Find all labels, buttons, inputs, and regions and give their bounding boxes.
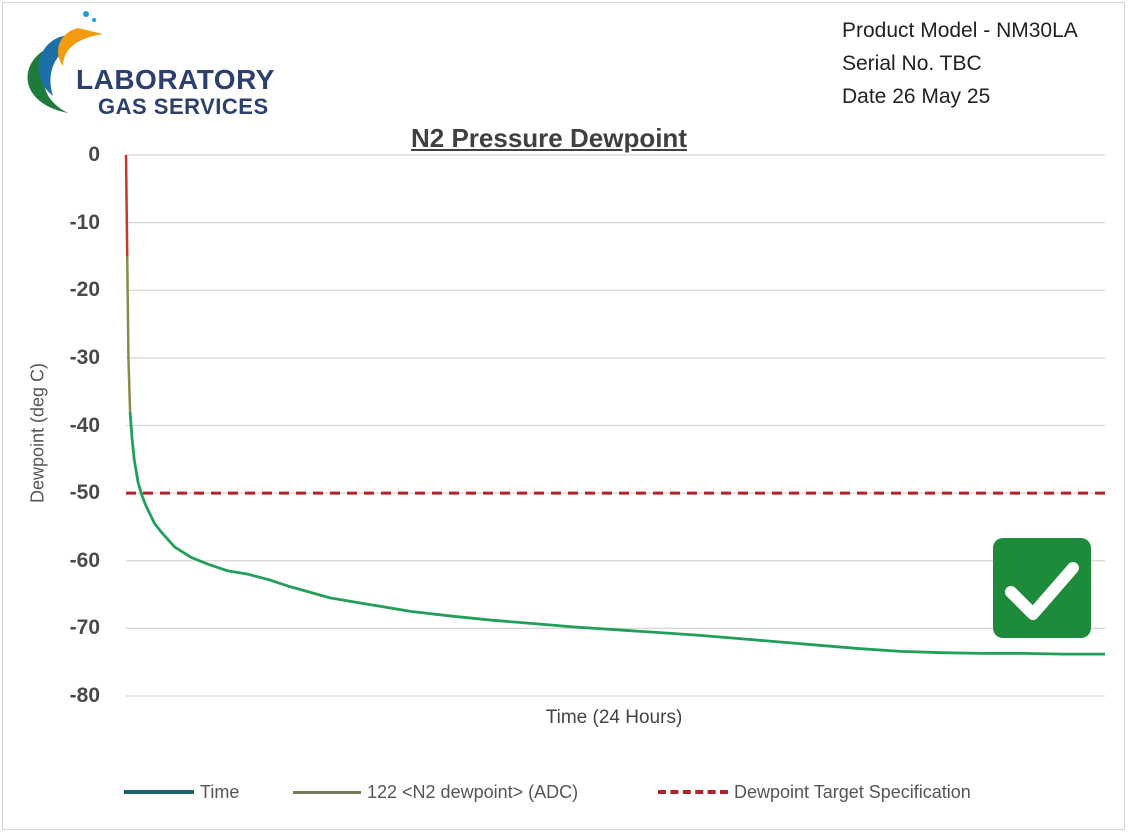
- y-tick-label: 0: [88, 143, 100, 166]
- legend-item-target: Dewpoint Target Specification: [658, 780, 971, 804]
- x-axis-label: Time (24 Hours): [545, 707, 683, 728]
- legend-item-adc: 122 <N2 dewpoint> (ADC): [293, 780, 578, 804]
- legend-label-target: Dewpoint Target Specification: [734, 781, 971, 802]
- y-tick-label: -10: [69, 210, 100, 234]
- y-tick-label: -70: [69, 616, 100, 640]
- legend-label-time: Time: [200, 781, 240, 802]
- test-date: Date 26 May 25: [842, 85, 991, 108]
- legend-swatch-adc: [293, 790, 361, 794]
- y-tick-label: -40: [69, 413, 100, 437]
- chart-title: N2 Pressure Dewpoint: [411, 123, 687, 153]
- legend-swatch-time: [124, 790, 194, 794]
- legend-swatch-target: [658, 790, 728, 794]
- series-transition-segment: [125, 256, 132, 413]
- y-tick-label: -50: [69, 481, 100, 505]
- y-tick-label: -80: [69, 684, 100, 707]
- series-start-segment: [124, 154, 129, 257]
- checkmark-icon: [1005, 562, 1079, 620]
- logo-line2: GAS SERVICES: [98, 94, 269, 119]
- product-model: Product Model - NM30LA: [842, 19, 1078, 42]
- pass-check-badge: [993, 538, 1091, 638]
- logo-swoosh-icon: [27, 11, 103, 113]
- legend-label-adc: 122 <N2 dewpoint> (ADC): [367, 781, 579, 802]
- product-info: Product Model - NM30LA Serial No. TBC Da…: [842, 14, 1078, 113]
- y-tick-label: -60: [69, 548, 100, 572]
- legend-item-time: Time: [124, 780, 239, 804]
- logo-line1: LABORATORY: [76, 64, 275, 95]
- serial-number: Serial No. TBC: [842, 52, 982, 75]
- series-dewpoint-line: [128, 411, 1105, 656]
- company-logo: LABORATORY GAS SERVICES: [8, 8, 288, 120]
- y-tick-label: -30: [69, 345, 100, 369]
- y-tick-label: -20: [69, 278, 100, 302]
